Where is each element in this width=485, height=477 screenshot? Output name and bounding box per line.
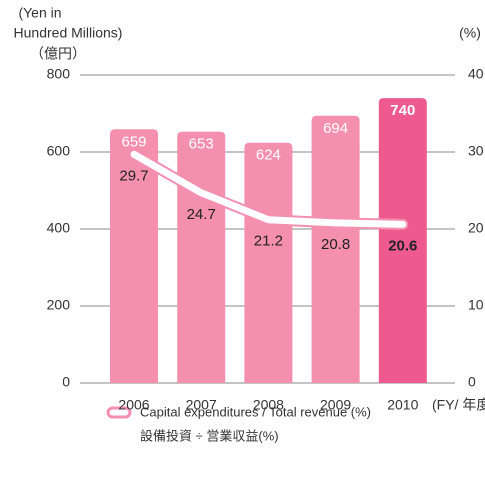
line-value-label: 21.2 — [254, 233, 283, 250]
line — [130, 150, 407, 228]
legend-label: 設備投資 ÷ 営業収益(%) — [140, 428, 279, 443]
bar — [311, 115, 360, 383]
y2-tick-label: 0 — [468, 374, 476, 390]
y-tick-label: 200 — [47, 297, 71, 313]
y-tick-label: 0 — [62, 374, 70, 390]
y2-tick-label: 30 — [468, 143, 484, 159]
y2-axis-title: (%) — [459, 25, 481, 41]
y-tick-label: 400 — [47, 220, 71, 236]
bar — [177, 131, 226, 383]
x-tick-label: 2006 — [118, 397, 149, 413]
bar — [244, 142, 293, 383]
bar-value-label: 659 — [121, 133, 146, 150]
y2-tick-label: 10 — [468, 297, 484, 313]
bar — [378, 98, 427, 383]
x-tick-label: 2009 — [320, 397, 351, 413]
y2-tick-label: 20 — [468, 220, 484, 236]
bar-value-label: 694 — [323, 120, 348, 137]
line-value-label: 24.7 — [187, 206, 216, 223]
bar — [110, 129, 158, 383]
line-value-label: 20.6 — [388, 237, 417, 254]
bar-value-label: 624 — [256, 147, 281, 164]
y-axis-title: (Yen in — [18, 5, 61, 21]
x-axis-unit: (FY/ 年度) — [432, 397, 485, 413]
line-value-label: 29.7 — [119, 167, 148, 184]
legend-swatch — [106, 406, 132, 419]
y-tick-label: 800 — [47, 66, 71, 82]
x-tick-label: 2007 — [186, 397, 217, 413]
bar-value-label: 740 — [390, 102, 415, 119]
bar-value-label: 653 — [189, 136, 214, 153]
y-axis-title: Hundred Millions) — [14, 25, 123, 41]
line-value-label: 20.8 — [321, 236, 350, 253]
legend-label: Capital expenditures / Total revenue (%) — [140, 404, 371, 419]
y2-tick-label: 40 — [468, 66, 484, 82]
y-tick-label: 600 — [47, 143, 71, 159]
y-axis-title: （億円） — [30, 46, 86, 62]
x-tick-label: 2010 — [387, 397, 418, 413]
x-tick-label: 2008 — [253, 397, 284, 413]
